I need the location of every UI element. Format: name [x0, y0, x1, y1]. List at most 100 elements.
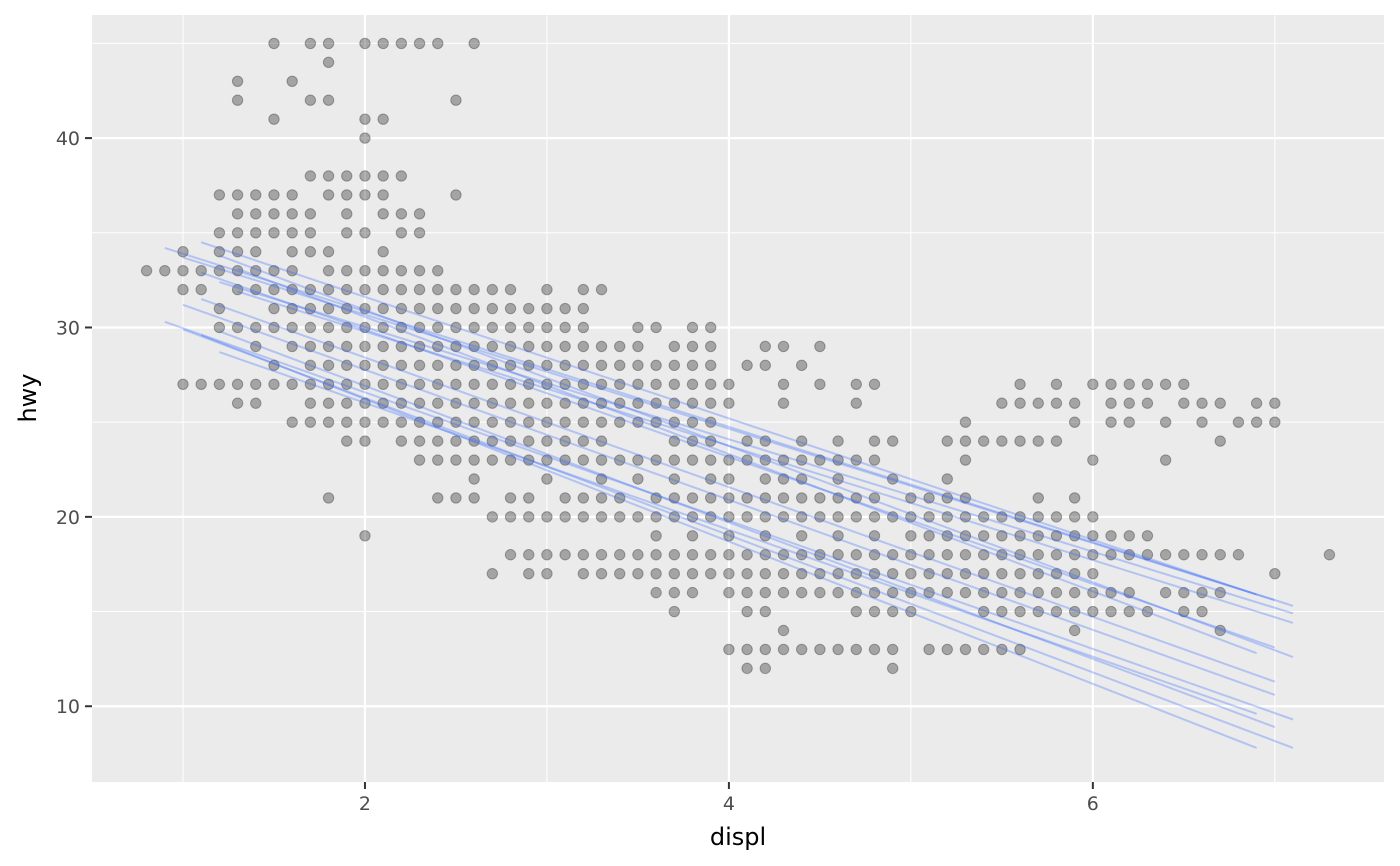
data-point: [268, 227, 280, 239]
data-point: [177, 264, 189, 277]
data-point: [959, 492, 972, 504]
data-point: [996, 511, 1008, 523]
data-point: [231, 189, 244, 201]
data-point: [996, 397, 1008, 409]
data-point: [541, 511, 553, 523]
data-point: [413, 416, 426, 428]
data-point: [632, 378, 644, 390]
data-point: [1105, 605, 1117, 618]
data-point: [359, 435, 371, 447]
data-point: [1087, 605, 1099, 618]
data-point: [1032, 586, 1044, 599]
data-point: [1214, 435, 1226, 447]
data-point: [1032, 435, 1044, 447]
data-point: [759, 643, 771, 656]
data-point: [959, 567, 972, 580]
data-point: [413, 378, 426, 390]
data-point: [577, 378, 590, 390]
panel-background: [92, 15, 1384, 782]
data-point: [923, 492, 935, 504]
data-point: [795, 492, 808, 504]
data-point: [304, 37, 317, 50]
data-point: [504, 340, 517, 353]
data-point: [322, 416, 335, 428]
data-point: [1105, 530, 1117, 542]
data-point: [759, 435, 771, 447]
data-point: [614, 511, 626, 523]
data-point: [468, 302, 480, 315]
data-point: [832, 567, 844, 580]
fit-line: [219, 281, 1294, 615]
data-point: [1068, 530, 1081, 542]
data-point: [395, 359, 408, 372]
data-point: [341, 227, 353, 239]
data-point: [1014, 567, 1026, 580]
data-point: [1159, 378, 1172, 390]
data-point: [850, 605, 862, 618]
data-point: [341, 283, 353, 296]
data-point: [286, 378, 298, 390]
data-point: [450, 283, 462, 296]
data-point: [159, 264, 171, 277]
data-point: [268, 208, 280, 220]
data-point: [577, 435, 590, 447]
data-point: [1050, 530, 1063, 542]
data-point: [504, 359, 517, 372]
data-point: [868, 511, 881, 523]
data-point: [304, 246, 317, 258]
data-point: [432, 454, 444, 466]
data-point: [395, 378, 408, 390]
data-point: [1014, 586, 1026, 599]
data-point: [450, 189, 462, 201]
data-point: [832, 511, 844, 523]
data-point: [304, 208, 317, 220]
data-point: [814, 549, 826, 561]
data-point: [213, 227, 226, 239]
data-point: [1232, 549, 1245, 561]
data-point: [250, 264, 262, 277]
fit-line: [219, 330, 1276, 729]
data-point: [923, 530, 935, 542]
data-point: [377, 378, 389, 390]
data-point: [1050, 605, 1063, 618]
data-point: [468, 378, 480, 390]
data-point: [814, 454, 826, 466]
data-point: [432, 37, 444, 50]
data-point: [486, 511, 499, 523]
data-point: [1087, 454, 1099, 466]
data-point: [759, 473, 771, 485]
data-point: [304, 397, 317, 409]
data-point: [668, 586, 681, 599]
data-point: [432, 302, 444, 315]
data-point: [705, 321, 717, 334]
data-point: [231, 208, 244, 220]
data-point: [850, 454, 862, 466]
data-point: [686, 378, 699, 390]
data-point: [814, 492, 826, 504]
data-point: [686, 454, 699, 466]
data-point: [195, 378, 207, 390]
data-point: [686, 511, 699, 523]
data-point: [595, 492, 608, 504]
fit-line: [182, 303, 1276, 696]
data-point: [1032, 397, 1044, 409]
data-point: [213, 378, 226, 390]
data-point: [359, 416, 371, 428]
y-tick-label: 40: [56, 128, 80, 150]
data-point: [814, 643, 826, 656]
data-point: [814, 340, 826, 353]
data-point: [359, 302, 371, 315]
data-point: [1068, 567, 1081, 580]
data-point: [832, 643, 844, 656]
data-point: [432, 397, 444, 409]
data-point: [304, 283, 317, 296]
data-point: [941, 492, 953, 504]
data-point: [759, 454, 771, 466]
data-point: [1214, 586, 1226, 599]
data-point: [1050, 549, 1063, 561]
data-point: [632, 359, 644, 372]
fit-line: [200, 298, 1276, 683]
data-point: [632, 454, 644, 466]
data-point: [632, 416, 644, 428]
data-point: [668, 416, 681, 428]
